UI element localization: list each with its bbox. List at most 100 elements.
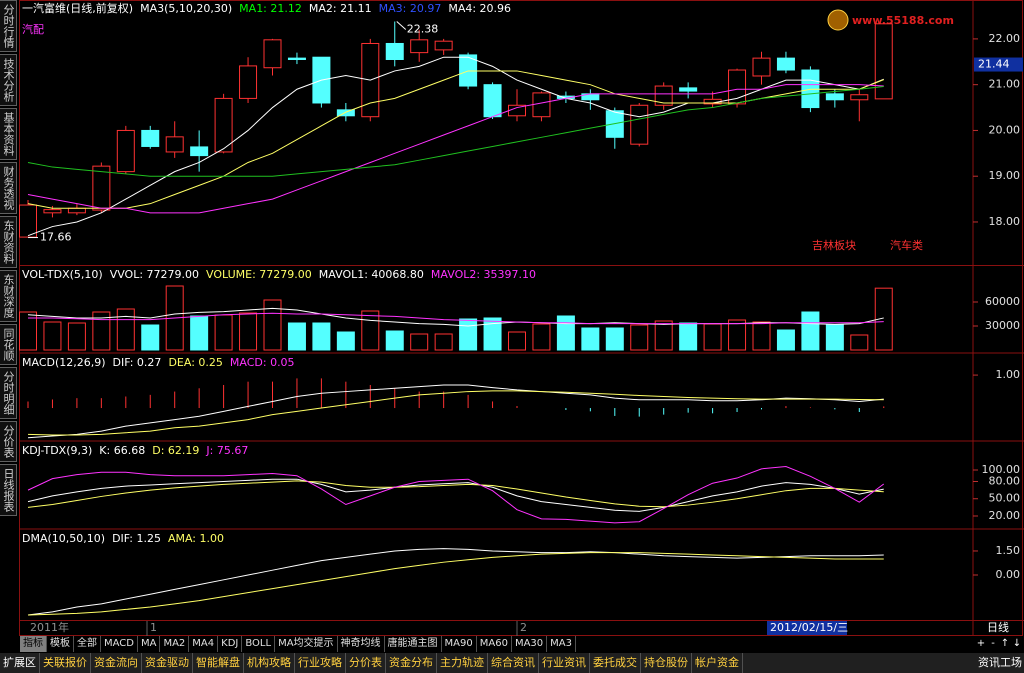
date-label: 2 [520,621,527,634]
nav-button[interactable]: - [991,638,995,649]
indicator-header: VVOL: 77279.00 [110,268,199,281]
bottom-tab[interactable]: 分价表 [346,653,386,673]
indicator-header: MA3(5,10,20,30) [140,2,232,15]
indicator-line [27,478,884,512]
indicator-tab[interactable]: 全部 [74,636,101,652]
volume-bar [19,311,37,351]
volume-bar [630,324,649,351]
indicator-header: DMA(10,50,10) [22,532,105,545]
indicator-tab[interactable]: 唐能通主图 [384,636,442,652]
bottom-tab[interactable]: 主力轨迹 [437,653,488,673]
volume-bar [263,299,282,351]
indicator-tab[interactable]: MA60 [476,636,512,652]
candle-body [752,57,771,77]
side-tab[interactable]: 分时行情 [0,0,17,52]
indicator-header: MAVOL2: 35397.10 [431,268,536,281]
bottom-tab[interactable]: 综合资讯 [488,653,539,673]
indicator-tab[interactable]: MA2 [160,636,190,652]
bottom-right-tab[interactable]: 资讯工场 [978,656,1022,669]
y-tick-label: 100.00 [982,463,1021,476]
indicator-line [27,552,884,616]
indicator-header: VOLUME: 77279.00 [206,268,312,281]
indicator-line [27,480,884,508]
indicator-tab[interactable]: 神奇均线 [337,636,385,652]
candle-body [239,65,258,99]
side-tab[interactable]: 财务透视 [0,162,17,214]
indicator-tab[interactable]: MA均交提示 [275,636,338,652]
candle-body [776,57,795,71]
indicator-header: DEA: 0.25 [168,356,222,369]
indicator-header: MA2: 21.11 [309,2,372,15]
volume-bar [703,323,722,351]
logo-icon [827,9,849,31]
y-tick-label: 60000 [985,295,1020,308]
indicator-tab[interactable]: KDJ [218,636,243,652]
candle-body [728,69,747,105]
side-tab[interactable]: 分时明细 [0,367,17,419]
indicator-line [27,56,884,237]
candle-body [483,84,502,118]
indicator-tab[interactable]: MACD [101,636,138,652]
side-tab[interactable]: 技术分析 [0,54,17,106]
volume-bar [239,312,258,351]
y-tick-label: 20.00 [989,123,1021,136]
volume-bar [459,318,478,351]
nav-button[interactable]: ↑ [1000,638,1010,649]
bottom-tab[interactable]: 行业资讯 [539,653,590,673]
indicator-tab[interactable]: MA4 [189,636,219,652]
nav-button[interactable]: ↓ [1012,638,1022,649]
volume-bar [214,314,233,351]
candle-body [287,57,306,60]
indicator-header: MA1: 21.12 [239,2,302,15]
bottom-tab[interactable]: 帐户资金 [692,653,743,673]
side-tab[interactable]: 基本资料 [0,108,17,160]
side-tab[interactable]: 东财资料 [0,216,17,268]
nav-button[interactable]: + [976,638,986,649]
volume-bar [434,333,453,351]
volume-bar [776,329,795,351]
annotation: 22.38 [407,23,439,36]
bottom-tabs: 扩展区 关联报价 资金流向 资金驱动 智能解盘 机构攻略 行业攻略 分价表 资金分布 主力轨迹 综合… [0,653,1024,673]
annotation: 17.66 [40,231,72,244]
volume-bar [116,308,135,351]
bottom-tab[interactable]: 持仓股份 [641,653,692,673]
candle-body [92,165,111,211]
bottom-tab[interactable]: 资金流向 [91,653,142,673]
volume-bar [312,322,331,351]
indicator-line [27,84,884,214]
volume-bar [508,331,526,351]
side-tab[interactable]: 分价表 [0,421,17,462]
y-tick-label: 19.00 [989,169,1021,182]
side-tab[interactable]: 同花顺 [0,324,17,365]
indicator-tab[interactable]: MA [137,636,161,652]
indicator-header: MA4: 20.96 [448,2,511,15]
indicator-line [27,548,884,616]
indicator-tab[interactable]: BOLL [242,636,276,652]
bottom-tab[interactable]: 机构攻略 [244,653,295,673]
indicator-line [27,86,884,177]
bottom-tab[interactable]: 智能解盘 [193,653,244,673]
annotation-pointer [396,21,407,30]
annotation: 汽配 [22,22,44,36]
indicator-tab[interactable]: 指标 [20,636,47,652]
chart-area: www.55188.com 一汽富维(日线,前复权) MA3(5,10,20,30)… [19,0,1024,636]
bottom-tab[interactable]: 扩展区 [0,653,40,673]
bottom-tab[interactable]: 资金分布 [386,653,437,673]
indicator-tab[interactable]: MA30 [511,636,548,652]
bottom-tab[interactable]: 资金驱动 [142,653,193,673]
indicator-tab[interactable]: MA3 [547,636,576,652]
indicator-header: K: 66.68 [99,444,145,457]
bottom-tab[interactable]: 行业攻略 [295,653,346,673]
bottom-tab[interactable]: 关联报价 [40,653,91,673]
indicator-header: DIF: 1.25 [112,532,161,545]
indicator-tab[interactable]: 模板 [47,636,74,652]
side-tab[interactable]: 日线报表 [0,464,17,516]
candle-body [214,97,233,153]
volume-bar [874,287,893,351]
side-tab[interactable]: 东财深度 [0,270,17,322]
bottom-tab[interactable]: 委托成交 [590,653,641,673]
indicator-line [27,384,884,439]
last-price-box [974,57,1023,72]
indicator-header: MACD(12,26,9) [22,356,106,369]
indicator-tab[interactable]: MA90 [441,636,477,652]
